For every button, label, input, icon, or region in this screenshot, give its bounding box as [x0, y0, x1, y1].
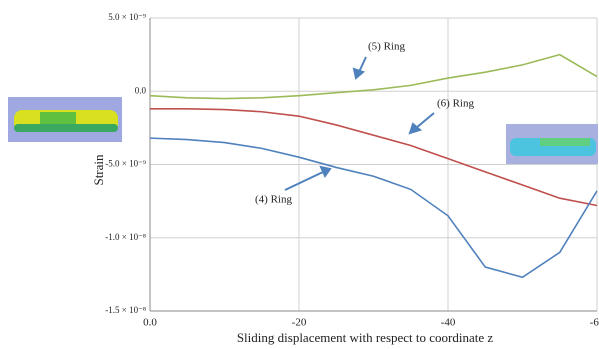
annotation: (5) Ring: [368, 41, 405, 53]
chart: 5.0 × 10⁻⁹ 0.0 -5.0 × 10⁻⁹ -1.0 × 10⁻⁸ -1.5 …: [0, 0, 599, 349]
x-tick-label: 0.0: [143, 317, 157, 329]
annotation: (6) Ring: [437, 98, 474, 110]
arrows: [285, 57, 434, 190]
series-line: [150, 55, 597, 99]
x-tick-label: -40: [441, 317, 456, 329]
ring-image-left: [8, 97, 122, 142]
y-axis-title: Strain: [91, 154, 106, 186]
y-tick-label: -5.0 × 10⁻⁹: [105, 159, 146, 169]
y-tick-label: -1.5 × 10⁻⁸: [105, 305, 146, 315]
y-tick-label: -1.0 × 10⁻⁸: [105, 232, 146, 242]
annotation: (4) Ring: [255, 194, 292, 206]
x-tick-label: -60: [590, 317, 599, 329]
x-tick-label: -20: [292, 317, 307, 329]
y-tick-label: 0.0: [135, 85, 147, 95]
ring-image-right: [506, 124, 598, 164]
x-axis-title: Sliding displacement with respect to coo…: [237, 330, 494, 345]
y-tick-label: 5.0 × 10⁻⁹: [108, 12, 146, 22]
